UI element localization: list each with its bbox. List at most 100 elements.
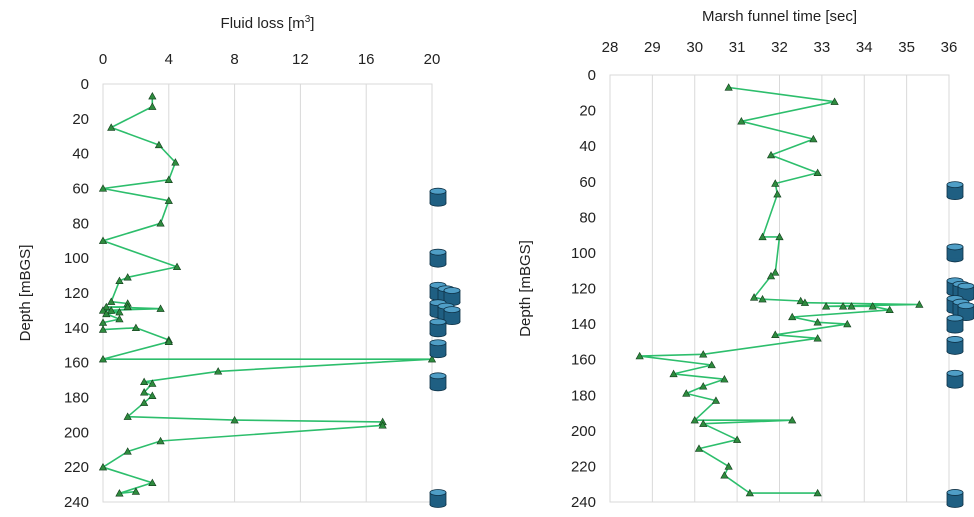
data-point [809, 134, 818, 143]
data-point [98, 306, 108, 314]
y-axis-title: Depth [mBGS] [517, 240, 534, 337]
y-tick-label: 20 [579, 103, 596, 120]
data-point [773, 189, 782, 198]
data-point [148, 379, 157, 387]
x-tick-label: 8 [230, 51, 238, 68]
data-point [123, 412, 132, 420]
x-axis-title: Fluid loss [m3] [221, 14, 315, 32]
data-point [682, 389, 691, 397]
cylinder-marker [946, 369, 964, 389]
cylinder-marker [429, 372, 447, 392]
y-tick-label: 200 [571, 423, 596, 440]
y-tick-label: 0 [588, 67, 596, 84]
cylinder-marker [429, 489, 447, 508]
data-point [796, 296, 805, 305]
data-point [720, 471, 729, 479]
data-point [813, 318, 822, 326]
data-point [230, 415, 239, 424]
data-point [131, 487, 141, 495]
data-point [148, 102, 157, 110]
data-point [758, 294, 767, 303]
data-point [800, 298, 810, 306]
data-point [720, 375, 729, 383]
y-tick-label: 160 [571, 352, 596, 369]
cylinder-marker [946, 181, 964, 201]
data-point [771, 330, 780, 338]
data-point [813, 168, 822, 177]
data-point [115, 276, 124, 284]
data-point [98, 462, 108, 471]
fluid-loss-chart: 0 4 8 12 16 200204060801001201401601802002202… [17, 14, 461, 511]
y-tick-label: 0 [81, 76, 89, 93]
data-point [131, 323, 141, 332]
data-point [758, 232, 767, 241]
y-axis-title: Depth [mBGS] [17, 245, 34, 342]
cylinder-marker [429, 248, 447, 268]
data-point [813, 488, 822, 497]
data-point [690, 415, 699, 424]
data-point [107, 297, 116, 305]
cylinder-marker [946, 489, 964, 508]
data-point [915, 300, 924, 308]
data-point [766, 271, 776, 280]
data-point [885, 305, 894, 314]
data-point [171, 158, 180, 166]
cylinder-marker [429, 187, 447, 207]
data-point [148, 391, 157, 399]
cylinder-marker [946, 243, 964, 263]
data-point [847, 302, 856, 310]
data-point [843, 319, 852, 328]
y-tick-label: 40 [72, 146, 89, 163]
data-point [711, 396, 721, 404]
data-point [635, 351, 644, 360]
data-point [699, 419, 708, 427]
y-tick-label: 140 [64, 320, 89, 337]
data-point [724, 83, 733, 91]
marsh-funnel-chart: 28 29 30 31 32 33 34 35 36 0 20 40 60 80 100 120 140 160 1… [517, 8, 974, 511]
data-point [164, 175, 173, 183]
x-tick-label: 20 [424, 51, 441, 68]
data-point [107, 123, 116, 131]
data-point [733, 435, 742, 443]
data-point [123, 302, 132, 311]
data-point [164, 337, 173, 345]
data-point [98, 236, 108, 244]
data-point [775, 232, 784, 241]
data-point [123, 447, 132, 455]
data-point [822, 302, 831, 310]
data-point [140, 398, 149, 406]
y-tick-label: 40 [579, 138, 596, 155]
y-tick-label: 200 [64, 424, 89, 441]
x-tick-label: 34 [856, 39, 873, 56]
x-axis-title: Marsh funnel time [sec] [702, 8, 857, 25]
data-point [98, 354, 108, 363]
data-point [148, 91, 157, 100]
data-point [788, 312, 797, 321]
data-point [102, 309, 111, 318]
data-point [378, 421, 387, 429]
data-point [172, 262, 182, 271]
x-tick-label: 30 [686, 39, 703, 56]
data-point [148, 478, 157, 487]
data-point [669, 369, 678, 378]
data-point [766, 150, 776, 159]
x-tick-label: 33 [814, 39, 831, 56]
y-tick-label: 100 [64, 250, 89, 267]
x-tick-label: 28 [602, 39, 619, 56]
x-tick-label: 31 [729, 39, 746, 56]
data-point [813, 334, 822, 342]
data-point [737, 117, 746, 125]
y-tick-label: 80 [72, 215, 89, 232]
y-tick-label: 240 [571, 494, 596, 511]
cylinder-marker [946, 336, 964, 355]
cylinder-marker [957, 302, 974, 322]
data-point [427, 354, 437, 363]
data-point [771, 268, 780, 276]
data-point [140, 377, 149, 386]
x-tick-label: 35 [898, 39, 915, 56]
data-point [115, 314, 124, 323]
data-point [123, 273, 132, 281]
data-point [838, 302, 848, 310]
data-point [98, 325, 108, 333]
